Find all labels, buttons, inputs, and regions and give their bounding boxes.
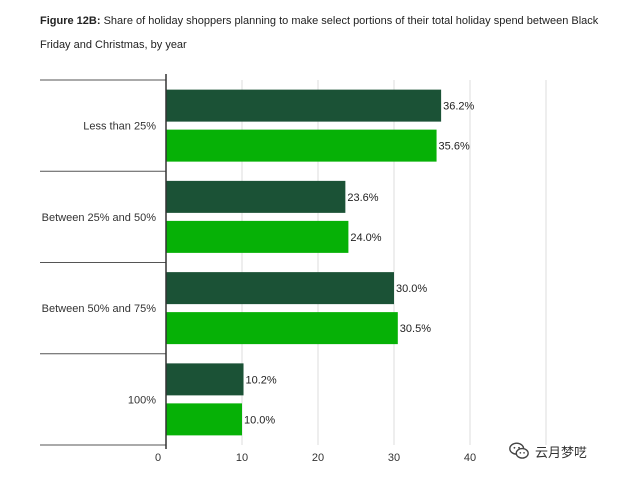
- bar: [166, 129, 437, 162]
- x-tick-label: 30: [388, 452, 400, 464]
- data-label: 24.0%: [350, 232, 381, 244]
- data-label: 36.2%: [443, 101, 474, 113]
- category-label: Between 25% and 50%: [42, 212, 157, 224]
- data-label: 30.5%: [400, 323, 431, 335]
- watermark-text: 云月梦呓: [535, 444, 588, 460]
- bar: [166, 363, 244, 396]
- wechat-icon: [509, 442, 529, 459]
- data-label: 35.6%: [439, 141, 470, 153]
- category-label: Less than 25%: [83, 121, 156, 133]
- bar: [166, 180, 346, 213]
- data-label: 30.0%: [396, 283, 427, 295]
- data-label: 10.0%: [244, 414, 275, 426]
- category-label: Between 50% and 75%: [42, 303, 157, 315]
- x-tick-label: 10: [236, 452, 248, 464]
- bar: [166, 272, 394, 305]
- category-label: 100%: [128, 394, 156, 406]
- figure-label: Figure 12B:: [40, 15, 101, 27]
- bar: [166, 220, 349, 253]
- figure-caption: Share of holiday shoppers planning to ma…: [40, 15, 599, 51]
- chart-title: Figure 12B: Share of holiday shoppers pl…: [40, 9, 600, 57]
- bar: [166, 403, 242, 436]
- x-tick-label: 40: [464, 452, 476, 464]
- x-tick-label: 20: [312, 452, 324, 464]
- watermark: 云月梦呓: [508, 440, 587, 462]
- bar: [166, 312, 398, 345]
- bar: [166, 89, 442, 122]
- data-label: 10.2%: [246, 374, 277, 386]
- data-label: 23.6%: [347, 192, 378, 204]
- x-tick-label: 0: [155, 452, 161, 464]
